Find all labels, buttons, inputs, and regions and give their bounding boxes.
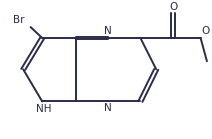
Text: N: N xyxy=(104,26,112,36)
Text: N: N xyxy=(104,103,112,113)
Text: O: O xyxy=(202,26,210,36)
Text: O: O xyxy=(169,2,177,12)
Text: NH: NH xyxy=(36,104,51,114)
Text: Br: Br xyxy=(13,15,24,25)
